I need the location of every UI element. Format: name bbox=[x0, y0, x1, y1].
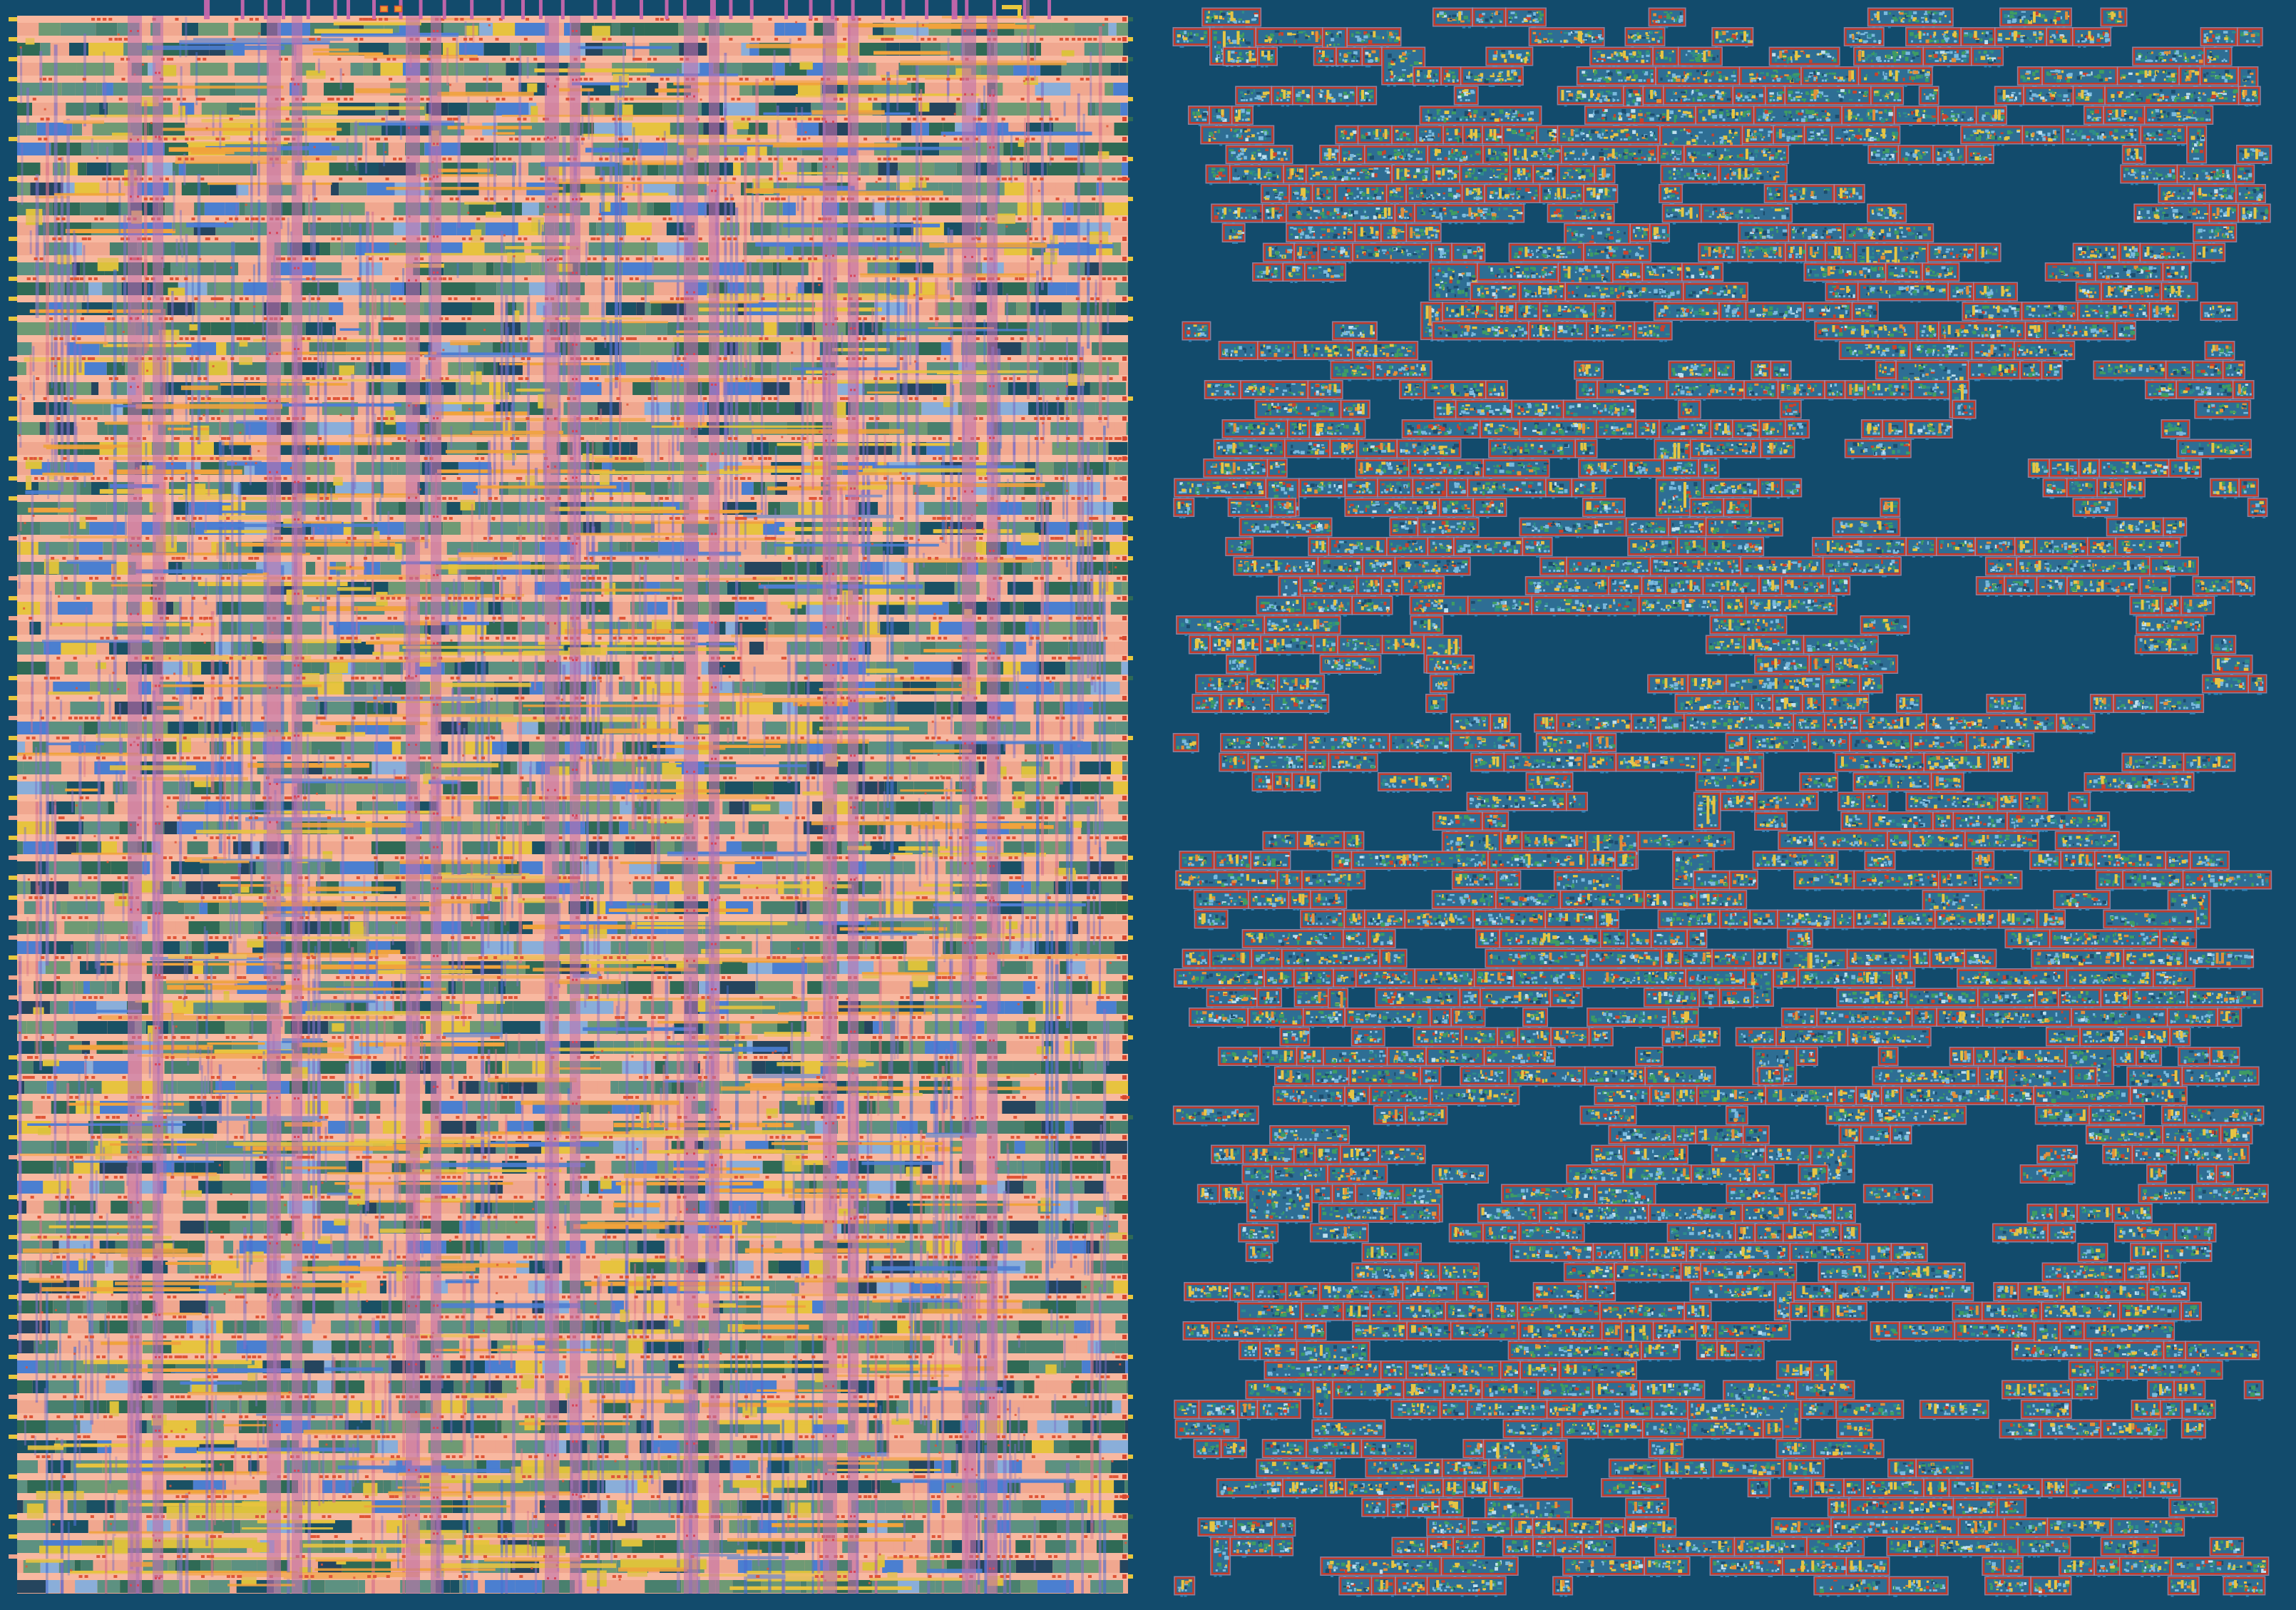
routed-layout-view bbox=[0, 0, 1148, 1610]
placed-cells-view bbox=[1148, 0, 2296, 1610]
